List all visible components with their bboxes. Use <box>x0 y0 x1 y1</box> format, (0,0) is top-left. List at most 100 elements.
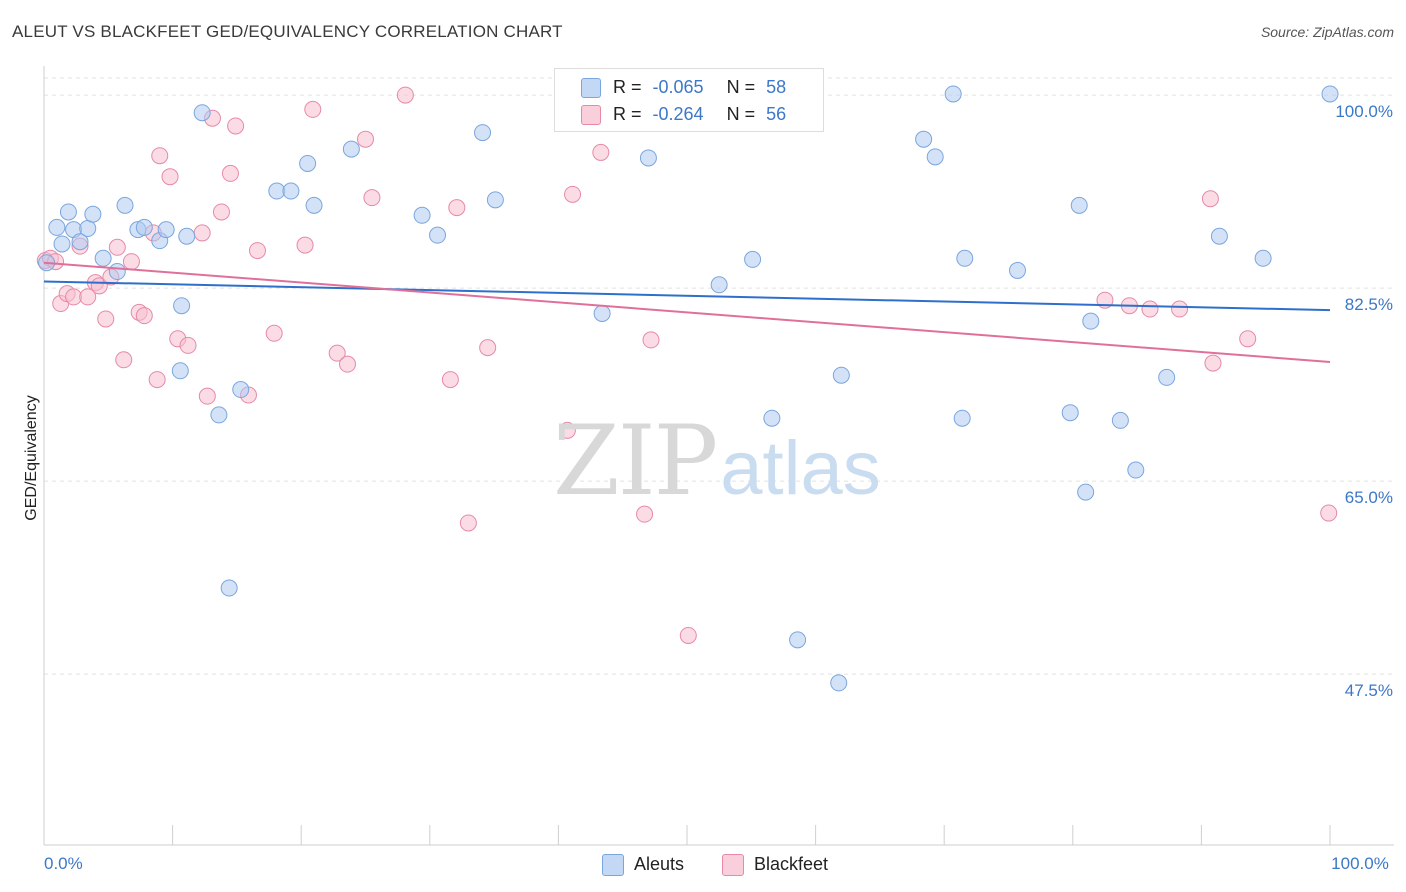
aleuts-point <box>1127 461 1145 479</box>
aleuts-point <box>1321 85 1339 103</box>
aleuts-point <box>763 409 781 427</box>
aleuts-point <box>744 250 762 268</box>
aleuts-point <box>1210 227 1228 245</box>
aleuts-point <box>832 366 850 384</box>
x-tick-label: 0.0% <box>44 854 83 873</box>
aleuts-point <box>830 674 848 692</box>
aleuts-point <box>944 85 962 103</box>
blackfeet-point <box>161 168 179 186</box>
legend-r-value: -0.264 <box>652 104 704 124</box>
aleuts-swatch <box>581 78 601 98</box>
blackfeet-point <box>1141 300 1159 318</box>
aleuts-point <box>299 154 317 172</box>
aleuts-point <box>413 206 431 224</box>
aleuts-point <box>282 182 300 200</box>
y-axis-label: GED/Equivalency <box>23 395 40 520</box>
aleuts-point <box>193 104 211 122</box>
blackfeet-point <box>304 100 322 118</box>
blackfeet-point <box>1171 300 1189 318</box>
blackfeet-point <box>459 514 477 532</box>
source-label: Source: ZipAtlas.com <box>1260 24 1394 40</box>
blackfeet-point <box>151 147 169 165</box>
blackfeet-point <box>636 505 654 523</box>
blackfeet-point <box>122 253 140 271</box>
aleuts-point <box>953 409 971 427</box>
aleuts-point <box>232 381 250 399</box>
aleuts-point <box>710 276 728 294</box>
blackfeet-point <box>115 351 133 369</box>
aleuts-point <box>53 235 71 253</box>
blackfeet-point <box>592 143 610 161</box>
blackfeet-points <box>36 86 1338 644</box>
correlation-legend: R = -0.065 N = 58 R = -0.264 N = 56 <box>554 68 824 132</box>
blackfeet-point <box>338 355 356 373</box>
aleuts-point <box>1070 196 1088 214</box>
blackfeet-point <box>642 331 660 349</box>
blackfeet-point <box>227 117 245 135</box>
aleuts-point <box>956 249 974 267</box>
aleuts-point <box>1111 411 1129 429</box>
blackfeet-swatch <box>581 105 601 125</box>
blackfeet-point <box>97 310 115 328</box>
blackfeet-point <box>363 189 381 207</box>
blackfeet-point <box>558 421 576 439</box>
blackfeet-point <box>212 203 230 221</box>
legend-r-label: R = <box>613 104 642 124</box>
blackfeet-point <box>328 344 346 362</box>
aleuts-point <box>157 221 175 239</box>
y-tick-label: 65.0% <box>1345 488 1393 507</box>
aleuts-point <box>926 148 944 166</box>
aleuts-point <box>342 140 360 158</box>
y-tick-label: 100.0% <box>1335 102 1393 121</box>
aleuts-point <box>135 218 153 236</box>
aleuts-point <box>1077 483 1095 501</box>
y-tick-label: 82.5% <box>1345 295 1393 314</box>
blackfeet-point <box>179 336 197 354</box>
blackfeet-point <box>679 626 697 644</box>
aleuts-point <box>305 196 323 214</box>
aleuts-point <box>171 362 189 380</box>
blackfeet-point <box>1239 330 1257 348</box>
blackfeet-point <box>1201 190 1219 208</box>
aleuts-legend-label: Aleuts <box>634 854 685 874</box>
aleuts-point <box>108 263 126 281</box>
aleuts-point <box>48 218 66 236</box>
aleuts-point <box>789 631 807 649</box>
aleuts-point <box>116 196 134 214</box>
blackfeet-point <box>221 164 239 182</box>
blackfeet-point <box>135 307 153 325</box>
legend-r-label: R = <box>613 77 642 97</box>
trend-lines <box>43 261 1331 363</box>
aleuts-point <box>1254 249 1272 267</box>
aleuts-trend-line <box>43 280 1331 312</box>
blackfeet-point <box>79 288 97 306</box>
grid-lines <box>44 77 1394 675</box>
aleuts-point <box>94 249 112 267</box>
aleuts-point <box>1009 261 1027 279</box>
blackfeet-point <box>564 185 582 203</box>
chart-title: ALEUT VS BLACKFEET GED/EQUIVALENCY CORRE… <box>12 22 563 41</box>
blackfeet-point <box>193 224 211 242</box>
blackfeet-point <box>479 339 497 357</box>
aleuts-point <box>1158 368 1176 386</box>
aleuts-point <box>639 149 657 167</box>
blackfeet-point <box>248 242 266 260</box>
aleuts-point <box>486 191 504 209</box>
blackfeet-point <box>1204 354 1222 372</box>
aleuts-points <box>38 85 1339 692</box>
axes <box>43 66 1394 846</box>
y-tick-label: 47.5% <box>1345 681 1393 700</box>
legend-n-label: N = <box>726 77 756 97</box>
aleuts-point <box>84 205 102 223</box>
blackfeet-trend-line <box>43 261 1331 363</box>
blackfeet-point <box>357 130 374 148</box>
aleuts-point <box>593 304 611 322</box>
aleuts-point <box>268 182 286 200</box>
blackfeet-legend-swatch <box>722 854 744 876</box>
aleuts-point <box>1082 312 1100 330</box>
blackfeet-legend-label: Blackfeet <box>754 854 829 874</box>
blackfeet-point <box>296 236 314 254</box>
aleuts-legend-swatch <box>602 854 624 876</box>
legend-n-value: 56 <box>766 104 787 124</box>
aleuts-point <box>59 203 77 221</box>
